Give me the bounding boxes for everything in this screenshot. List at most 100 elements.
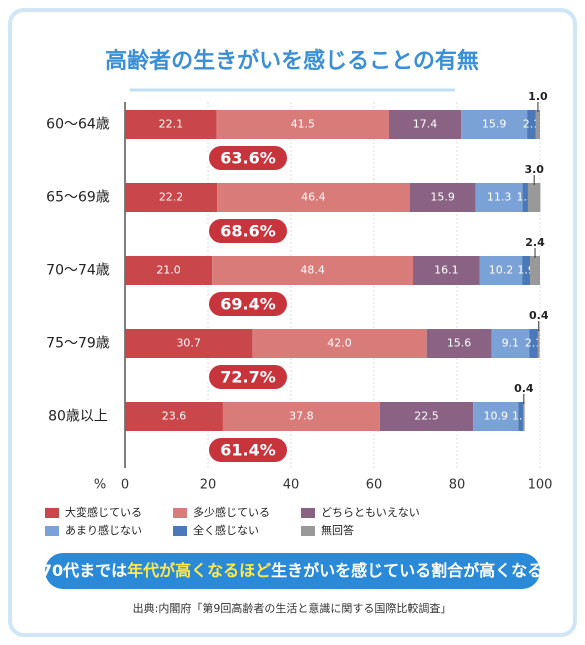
bar-segment (461, 110, 528, 139)
bar-segment (125, 402, 223, 431)
value-label: 15.9 (430, 191, 455, 204)
value-label: 37.8 (289, 410, 314, 423)
value-label: 48.4 (300, 264, 325, 277)
value-label: 15.9 (482, 118, 507, 131)
value-label: 22.2 (159, 191, 184, 204)
y-tick-label: 80歳以上 (48, 409, 108, 425)
legend-label: 無回答 (321, 523, 354, 537)
value-label: 22.5 (414, 410, 439, 423)
bar-segment (388, 110, 462, 139)
x-tick-label: 0 (121, 478, 129, 493)
banner (45, 553, 540, 589)
bar-segment (522, 256, 531, 285)
x-tick-label: 80 (449, 478, 466, 493)
badge-text: 69.4% (220, 295, 276, 314)
legend-swatch (173, 526, 187, 536)
value-label: 23.6 (162, 410, 187, 423)
bar-segment (212, 256, 414, 285)
bar-segment (125, 183, 218, 212)
value-label: 0.4 (529, 309, 549, 322)
badge-text: 68.6% (220, 222, 276, 241)
y-tick-label: 60〜64歳 (46, 117, 110, 133)
banner-part: 年代が高くなるほど (127, 561, 271, 580)
bar-segment (518, 402, 523, 431)
value-label: 0.4 (514, 382, 534, 395)
bar-segment (479, 256, 523, 285)
badge (207, 363, 289, 391)
x-tick-label: 100 (528, 478, 553, 493)
badge (207, 144, 289, 172)
value-label: 9.1 (502, 337, 520, 350)
value-label: 46.4 (301, 191, 326, 204)
value-label: 10.2 (489, 264, 514, 277)
bar-segment (379, 402, 474, 431)
value-label: 2.1 (525, 337, 543, 350)
bar-segment (527, 183, 541, 212)
banner-text: 70代までは年代が高くなるほど生きがいを感じている割合が高くなる (41, 561, 543, 580)
legend-label: どちらともいえない (321, 506, 420, 519)
bar-segment (216, 110, 389, 139)
source: 出典:内閣府「第9回高齢者の生活と意識に関する国際比較調査」 (133, 601, 452, 615)
x-axis-label: % (94, 478, 106, 493)
bar-segment (413, 256, 480, 285)
banner-part: 70代までは (41, 561, 127, 580)
value-label: 11.3 (487, 191, 512, 204)
value-label: 3.0 (524, 163, 544, 176)
badge (207, 436, 289, 464)
bar-segment (252, 329, 427, 358)
banner-part: 生きがいを感じている割合が高くなる (271, 561, 543, 580)
legend-swatch (301, 508, 315, 518)
badge-text: 63.6% (220, 149, 276, 168)
card (8, 8, 577, 637)
y-tick-label: 65〜69歳 (46, 190, 110, 206)
value-label: 2.4 (525, 236, 545, 249)
bar-segment (125, 256, 213, 285)
value-label: 21.0 (156, 264, 181, 277)
legend-swatch (45, 508, 59, 518)
bar-segment (522, 183, 528, 212)
y-tick-label: 75〜79歳 (46, 336, 110, 352)
value-label: 17.4 (413, 118, 438, 131)
value-label: 10.9 (484, 410, 509, 423)
badge-text: 61.4% (220, 441, 276, 460)
value-label: 22.1 (159, 118, 184, 131)
legend-swatch (45, 526, 59, 536)
bar-segment (491, 329, 530, 358)
value-label: 1.0 (528, 90, 548, 103)
bar-segment (222, 402, 380, 431)
legend-label: 多少感じている (193, 505, 270, 519)
badge (207, 217, 289, 245)
bar-segment (125, 110, 217, 139)
bar-segment (475, 183, 523, 212)
bar-segment (125, 329, 253, 358)
legend-label: 大変感じている (65, 505, 142, 519)
bar-segment (522, 402, 525, 431)
value-label: 15.6 (447, 337, 472, 350)
badge-text: 72.7% (220, 368, 276, 387)
bar-segment (426, 329, 492, 358)
value-label: 41.5 (291, 118, 316, 131)
chart-title: 高齢者の生きがいを感じることの有無 (105, 48, 479, 74)
legend-label: あまり感じない (65, 524, 142, 537)
badge (207, 290, 289, 318)
x-tick-label: 60 (366, 478, 383, 493)
x-tick-label: 40 (283, 478, 300, 493)
bar-segment (530, 256, 540, 285)
bar-segment (527, 110, 536, 139)
x-tick-label: 20 (200, 478, 217, 493)
value-label: 16.1 (434, 264, 459, 277)
value-label: 30.7 (176, 337, 201, 350)
legend-label: 全く感じない (193, 523, 259, 537)
legend-swatch (173, 508, 187, 518)
value-label: 1.1 (512, 410, 530, 423)
legend-swatch (301, 526, 315, 536)
bar-segment (409, 183, 476, 212)
bar-segment (217, 183, 410, 212)
value-label: 42.0 (327, 337, 352, 350)
bar-segment (473, 402, 519, 431)
y-tick-label: 70〜74歳 (46, 263, 110, 279)
bar-segment (529, 329, 538, 358)
bar-segment (535, 110, 540, 139)
bar-segment (537, 329, 540, 358)
